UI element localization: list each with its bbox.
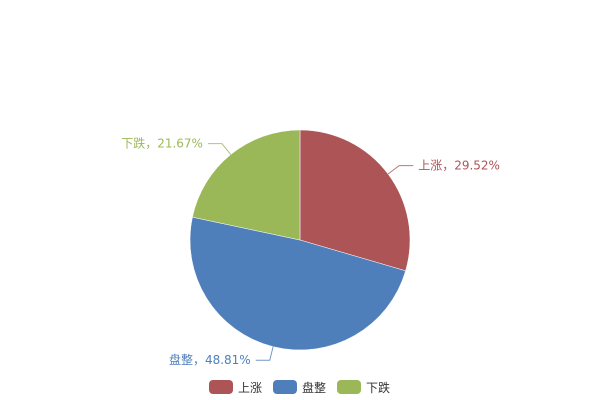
legend-item-0[interactable]: 上涨 — [209, 380, 262, 395]
slice-label-1: 盘整，48.81% — [169, 352, 251, 367]
legend-item-2[interactable]: 下跌 — [337, 380, 390, 395]
label-line-0 — [387, 165, 414, 175]
legend-label: 盘整 — [302, 380, 326, 395]
legend-swatch — [209, 380, 233, 394]
label-line-1 — [255, 346, 274, 361]
legend-label: 上涨 — [238, 380, 262, 395]
slice-label-0: 上涨，29.52% — [418, 158, 500, 173]
legend-label: 下跌 — [366, 380, 390, 395]
legend-swatch — [273, 380, 297, 394]
pie-slice-1[interactable] — [189, 216, 406, 351]
legend-swatch — [337, 380, 361, 394]
legend-item-1[interactable]: 盘整 — [273, 380, 326, 395]
label-line-2 — [207, 143, 232, 155]
slice-label-2: 下跌，21.67% — [121, 136, 203, 151]
